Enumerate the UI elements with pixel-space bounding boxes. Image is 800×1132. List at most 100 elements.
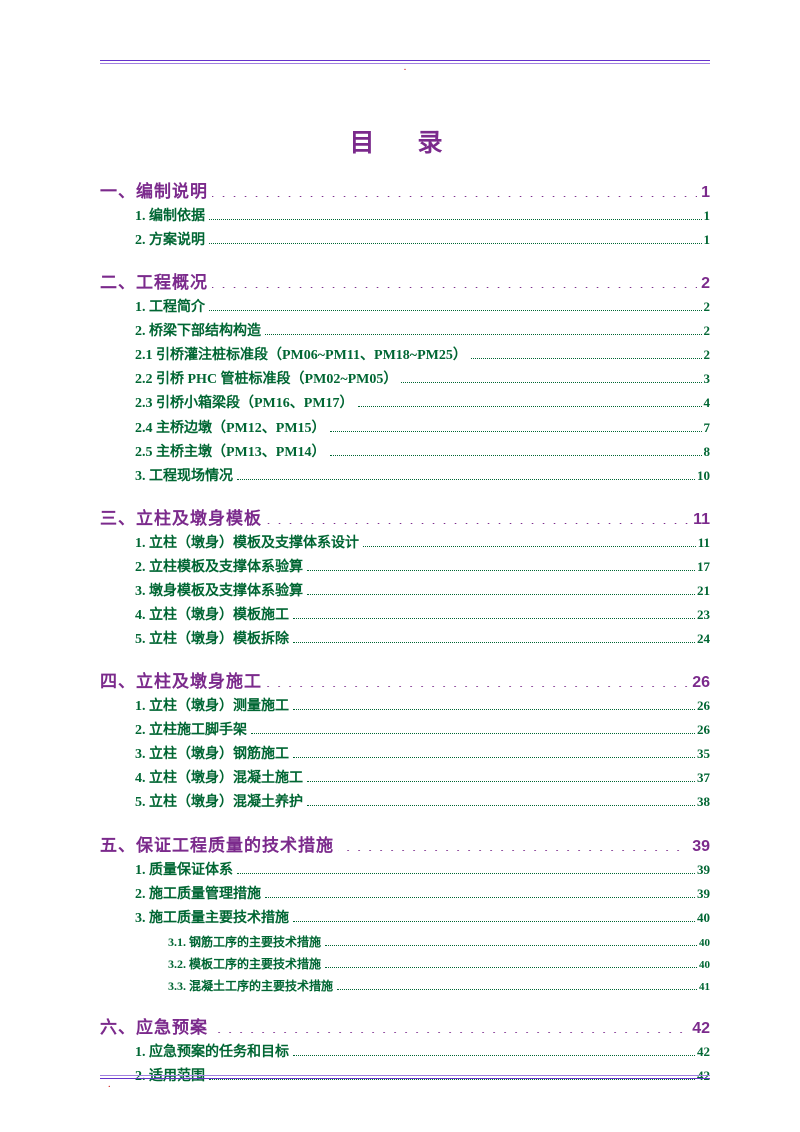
toc-entry-level2: 3. 工程现场情况 10	[135, 465, 710, 489]
toc-entry-leader	[293, 1055, 695, 1056]
toc-entry-label: 4. 立柱（墩身）模板施工	[135, 604, 289, 628]
toc-entry-level2: 2.5 主桥主墩（PM13、PM14）8	[135, 441, 710, 465]
toc-entry-level2: 2. 方案说明 1	[135, 229, 710, 253]
toc-entry-page: 26	[692, 674, 710, 692]
toc-entry-page: 1	[704, 205, 711, 227]
toc-entry-page: 21	[697, 580, 710, 602]
toc-entry-label: 2. 立柱施工脚手架	[135, 719, 247, 743]
toc-entry-leader	[293, 709, 695, 710]
toc-entry-level2: 2.4 主桥边墩（PM12、PM15）7	[135, 417, 710, 441]
toc-entry-level1: 四、立柱及墩身施工 26	[100, 667, 710, 692]
toc-entry-page: 1	[704, 229, 711, 251]
toc-entry-label: 2.2 引桥 PHC 管桩标准段（PM02~PM05）	[135, 368, 397, 392]
toc-entry-leader	[212, 196, 697, 197]
toc-entry-page: 2	[704, 296, 711, 318]
toc-entry-level2: 2.1 引桥灌注桩标准段（PM06~PM11、PM18~PM25）2	[135, 344, 710, 368]
toc-entry-label: 二、工程概况	[100, 268, 208, 293]
toc-entry-label: 2.4 主桥边墩（PM12、PM15）	[135, 417, 326, 441]
toc-entry-level2: 2. 立柱模板及支撑体系验算 17	[135, 556, 710, 580]
toc-entry-label: 三、立柱及墩身模板	[100, 504, 262, 529]
toc-entry-page: 38	[697, 791, 710, 813]
toc-entry-level1: 三、立柱及墩身模板 11	[100, 504, 710, 529]
toc-entry-leader	[212, 1032, 688, 1033]
toc-entry-page: 37	[697, 767, 710, 789]
toc-entry-level1: 六、应急预案42	[100, 1013, 710, 1038]
toc-entry-level2: 1. 质量保证体系39	[135, 859, 710, 883]
toc-entry-leader	[325, 967, 697, 968]
toc-entry-label: 3. 墩身模板及支撑体系验算	[135, 580, 303, 604]
toc-body: 一、编制说明11. 编制依据12. 方案说明1二、工程概况21. 工程简介22.…	[100, 177, 710, 1089]
toc-entry-level2: 2.2 引桥 PHC 管桩标准段（PM02~PM05） 3	[135, 368, 710, 392]
toc-entry-page: 26	[697, 719, 710, 741]
toc-entry-page: 8	[704, 441, 711, 463]
toc-entry-page: 2	[701, 275, 710, 293]
toc-entry-leader	[237, 873, 695, 874]
toc-entry-level2: 2. 桥梁下部结构构造2	[135, 320, 710, 344]
toc-entry-label: 3. 立柱（墩身）钢筋施工	[135, 743, 289, 767]
footer-marker: .	[108, 1079, 710, 1090]
toc-entry-leader	[307, 805, 695, 806]
toc-entry-leader	[251, 733, 695, 734]
toc-entry-level2: 3. 墩身模板及支撑体系验算 21	[135, 580, 710, 604]
toc-entry-leader	[209, 219, 702, 220]
toc-entry-page: 17	[697, 556, 710, 578]
toc-entry-label: 1. 立柱（墩身）模板及支撑体系设计	[135, 532, 359, 556]
toc-entry-label: 5. 立柱（墩身）混凝土养护	[135, 791, 303, 815]
toc-entry-leader	[325, 945, 697, 946]
toc-entry-level2: 1. 工程简介 2	[135, 296, 710, 320]
toc-entry-label: 4. 立柱（墩身）混凝土施工	[135, 767, 303, 791]
toc-entry-label: 2. 立柱模板及支撑体系验算	[135, 556, 303, 580]
toc-entry-page: 39	[697, 859, 710, 881]
toc-entry-page: 3	[704, 368, 711, 390]
header-rule: .	[100, 60, 710, 73]
toc-entry-page: 11	[693, 511, 710, 529]
toc-entry-level2: 2. 立柱施工脚手架 26	[135, 719, 710, 743]
toc-entry-label: 5. 立柱（墩身）模板拆除	[135, 628, 289, 652]
toc-entry-page: 11	[698, 532, 710, 554]
toc-entry-level2: 1. 立柱（墩身）模板及支撑体系设计 11	[135, 532, 710, 556]
toc-entry-label: 1. 工程简介	[135, 296, 205, 320]
toc-entry-leader	[330, 431, 702, 432]
toc-entry-leader	[265, 897, 695, 898]
toc-entry-level2: 5. 立柱（墩身）混凝土养护 38	[135, 791, 710, 815]
toc-entry-label: 3.2. 模板工序的主要技术措施	[168, 953, 321, 975]
toc-entry-level1: 一、编制说明 1	[100, 177, 710, 202]
toc-entry-leader	[401, 382, 701, 383]
toc-entry-level2: 3. 施工质量主要技术措施40	[135, 907, 710, 931]
toc-entry-leader	[307, 594, 695, 595]
toc-entry-page: 42	[697, 1041, 710, 1063]
toc-entry-level2: 4. 立柱（墩身）模板施工23	[135, 604, 710, 628]
toc-entry-label: 3. 工程现场情况	[135, 465, 233, 489]
header-marker: .	[100, 62, 710, 73]
toc-entry-label: 四、立柱及墩身施工	[100, 667, 262, 692]
toc-entry-leader	[330, 455, 702, 456]
toc-entry-page: 2	[704, 344, 711, 366]
toc-entry-page: 40	[699, 955, 710, 975]
toc-entry-leader	[209, 243, 702, 244]
toc-entry-page: 41	[699, 977, 710, 997]
toc-title: 目 录	[100, 123, 710, 159]
toc-entry-page: 1	[701, 184, 710, 202]
toc-entry-leader	[293, 757, 695, 758]
toc-entry-page: 10	[697, 465, 710, 487]
toc-entry-label: 1. 立柱（墩身）测量施工	[135, 695, 289, 719]
toc-entry-label: 3.1. 钢筋工序的主要技术措施	[168, 931, 321, 953]
toc-entry-level2: 1. 应急预案的任务和目标 42	[135, 1041, 710, 1065]
toc-entry-label: 1. 编制依据	[135, 205, 205, 229]
toc-entry-label: 1. 应急预案的任务和目标	[135, 1041, 289, 1065]
toc-entry-leader	[307, 570, 695, 571]
toc-entry-level1: 五、保证工程质量的技术措施39	[100, 831, 710, 856]
toc-entry-page: 40	[699, 933, 710, 953]
toc-entry-label: 2.3 引桥小箱梁段（PM16、PM17）	[135, 392, 354, 416]
toc-entry-label: 2. 桥梁下部结构构造	[135, 320, 261, 344]
toc-entry-level2: 2. 施工质量管理措施39	[135, 883, 710, 907]
toc-entry-leader	[471, 358, 702, 359]
toc-entry-level3: 3.2. 模板工序的主要技术措施 40	[168, 953, 710, 975]
toc-entry-level3: 3.1. 钢筋工序的主要技术措施 40	[168, 931, 710, 953]
toc-entry-label: 一、编制说明	[100, 177, 208, 202]
toc-entry-leader	[358, 406, 702, 407]
toc-entry-label: 2. 方案说明	[135, 229, 205, 253]
toc-entry-leader	[265, 334, 702, 335]
toc-entry-leader	[237, 479, 695, 480]
toc-entry-level2: 3. 立柱（墩身）钢筋施工35	[135, 743, 710, 767]
